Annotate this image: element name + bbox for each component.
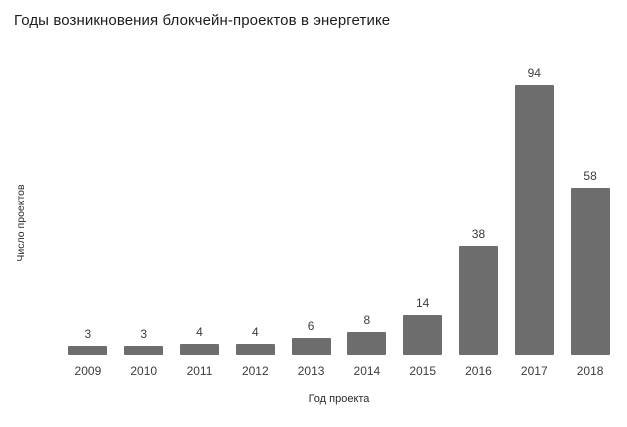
x-tick-label: 2018	[576, 364, 604, 378]
bar-group: 4 2012	[227, 55, 283, 380]
bar	[235, 343, 275, 355]
x-axis-label: Год проекта	[308, 393, 370, 405]
bar-group: 3 2009	[60, 55, 116, 380]
bar	[403, 314, 443, 355]
bar-group: 14 2015	[395, 55, 451, 380]
x-tick-label: 2015	[409, 364, 437, 378]
bar-value-label: 4	[196, 324, 203, 339]
x-tick-label: 2010	[130, 364, 158, 378]
bar-value-label: 3	[84, 327, 92, 342]
bar	[458, 245, 498, 355]
bar	[68, 346, 108, 355]
bar-group: 8 2014	[339, 55, 395, 380]
bar-group: 6 2013	[283, 55, 339, 380]
bar-value-label: 14	[416, 295, 430, 310]
x-tick-label: 2014	[353, 364, 381, 378]
bar	[570, 188, 610, 355]
bar-value-label: 58	[583, 169, 597, 184]
bar-value-label: 8	[363, 313, 371, 327]
bar-group: 3 2010	[116, 55, 172, 380]
bar	[124, 346, 164, 355]
x-tick-label: 2016	[465, 364, 492, 378]
x-tick-label: 2013	[297, 364, 325, 378]
bar-group: 94 2017	[506, 55, 562, 380]
bar-value-label: 3	[140, 327, 148, 342]
bar-value-label: 6	[307, 318, 315, 333]
plot-area: 3 2009 3 2010 4 2011 4 2012 6 2013 8 2014 14 2015 38 20…	[60, 55, 618, 380]
x-tick-label: 2017	[520, 364, 548, 378]
bar-group: 38 2016	[451, 55, 507, 380]
chart-title: Годы возникновения блокчейн-проектов в э…	[14, 12, 391, 29]
bar-group: 4 2011	[172, 55, 228, 380]
x-tick-label: 2009	[74, 364, 102, 378]
bar-group: 58 2018	[562, 55, 618, 380]
bar	[347, 332, 387, 355]
bar	[291, 337, 331, 355]
bar-value-label: 38	[471, 226, 486, 241]
x-tick-label: 2011	[186, 364, 213, 378]
bar-value-label: 94	[527, 66, 541, 80]
bar	[514, 85, 554, 355]
bar	[179, 343, 219, 355]
x-tick-label: 2012	[241, 364, 269, 378]
y-axis-label: Число проектов	[15, 184, 27, 262]
bar-value-label: 4	[251, 324, 259, 339]
